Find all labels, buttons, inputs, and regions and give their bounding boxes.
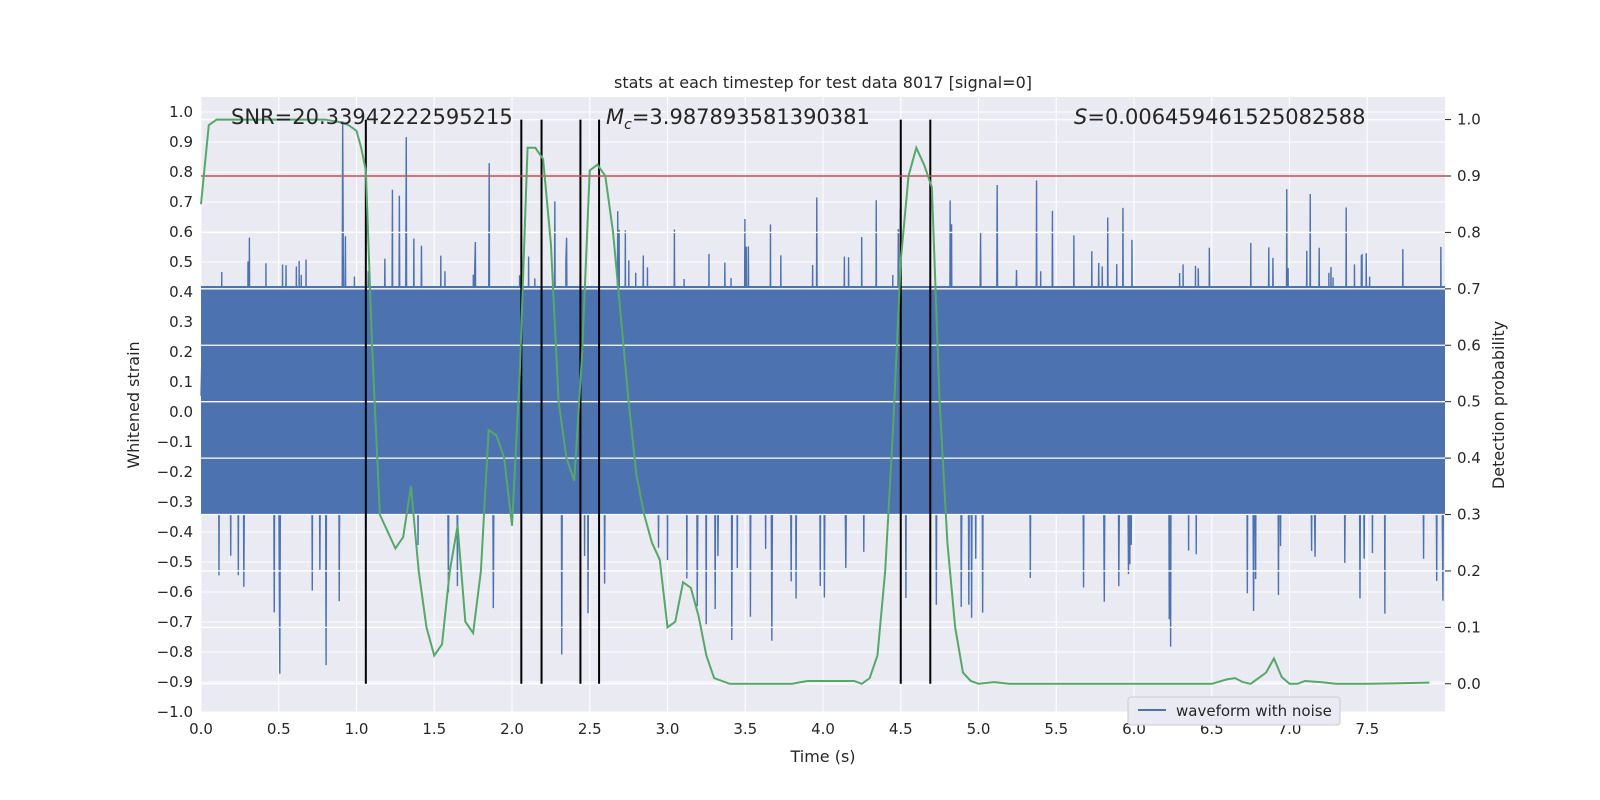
y-left-tick-label: 0.8 [169, 163, 193, 181]
x-tick-label: 4.5 [889, 720, 913, 738]
y-right-tick-label: 0.1 [1457, 618, 1481, 636]
x-tick-label: 5.5 [1044, 720, 1068, 738]
y-right-tick-label: 0.9 [1457, 167, 1481, 185]
y-left-tick-label: 0.2 [169, 343, 193, 361]
y-left-tick-label: −0.7 [157, 613, 193, 631]
y-left-tick-label: −0.6 [157, 583, 193, 601]
x-tick-label: 4.0 [811, 720, 835, 738]
y-axis-left-ticks: −1.0 −0.9 −0.8 −0.7 −0.6 −0.5 −0.4 −0.3 −0.2 −0.1… [157, 103, 193, 721]
x-tick-label: 5.0 [967, 720, 991, 738]
y-left-tick-label: −0.9 [157, 673, 193, 691]
y-left-tick-label: −1.0 [157, 703, 193, 721]
y-left-tick-label: 0.5 [169, 253, 193, 271]
probability-line [200, 118, 1430, 685]
x-tick-label: 2.0 [500, 720, 524, 738]
y-right-tick-label: 0.0 [1457, 675, 1481, 693]
y-right-tick-label: 0.8 [1457, 223, 1481, 241]
y-left-tick-label: 1.0 [169, 103, 193, 121]
y-left-tick-label: −0.2 [157, 463, 193, 481]
y-left-tick-label: −0.8 [157, 643, 193, 661]
y-left-tick-label: 0.3 [169, 313, 193, 331]
waveform-dense-band [201, 286, 1445, 514]
chart-title: stats at each timestep for test data 801… [614, 73, 1032, 92]
x-tick-label: 7.5 [1355, 720, 1379, 738]
x-tick-label: 0.0 [189, 720, 213, 738]
detection-probability-series [200, 118, 1430, 685]
y-left-tick-label: −0.1 [157, 433, 193, 451]
y-axis-right-label: Detection probability [1489, 321, 1508, 489]
y-left-tick-label: 0.7 [169, 193, 193, 211]
waveform-series [200, 121, 1446, 674]
y-right-tick-label: 0.4 [1457, 449, 1481, 467]
legend-label: waveform with noise [1176, 702, 1332, 720]
y-right-tick-label: 0.7 [1457, 280, 1481, 298]
x-axis-label: Time (s) [789, 747, 855, 766]
x-tick-label: 2.5 [578, 720, 602, 738]
y-left-tick-label: 0.9 [169, 133, 193, 151]
y-right-tick-label: 1.0 [1457, 111, 1481, 129]
x-tick-label: 1.0 [345, 720, 369, 738]
y-left-tick-label: 0.4 [169, 283, 193, 301]
y-axis-left-label: Whitened strain [124, 341, 143, 468]
y-axis-right-ticks: 0.0 0.1 0.2 0.3 0.4 0.5 0.6 0.7 0.8 0.9 1.0 [1445, 111, 1481, 693]
y-right-tick-label: 0.3 [1457, 506, 1481, 524]
x-tick-label: 3.5 [733, 720, 757, 738]
x-axis-ticks: 0.0 0.5 1.0 1.5 2.0 2.5 3.0 3.5 4.0 4.5 5.0 5.5 6.0 6… [189, 720, 1379, 738]
chirp-mass-annotation: Mc=3.987893581390381 [606, 105, 870, 133]
y-right-tick-label: 0.5 [1457, 393, 1481, 411]
x-tick-label: 3.0 [656, 720, 680, 738]
y-left-tick-label: 0.0 [169, 403, 193, 421]
y-left-tick-label: 0.1 [169, 373, 193, 391]
x-tick-label: 1.5 [422, 720, 446, 738]
y-left-tick-label: 0.6 [169, 223, 193, 241]
legend: waveform with noise [1127, 696, 1341, 726]
x-tick-label: 0.5 [267, 720, 291, 738]
y-right-tick-label: 0.2 [1457, 562, 1481, 580]
y-left-tick-label: −0.4 [157, 523, 193, 541]
y-left-tick-label: −0.5 [157, 553, 193, 571]
y-right-tick-label: 0.6 [1457, 336, 1481, 354]
snr-annotation: SNR=20.33942222595215 [231, 105, 513, 129]
event-markers [364, 119, 932, 684]
y-left-tick-label: −0.3 [157, 493, 193, 511]
s-annotation: S=0.006459461525082588 [1074, 105, 1365, 129]
